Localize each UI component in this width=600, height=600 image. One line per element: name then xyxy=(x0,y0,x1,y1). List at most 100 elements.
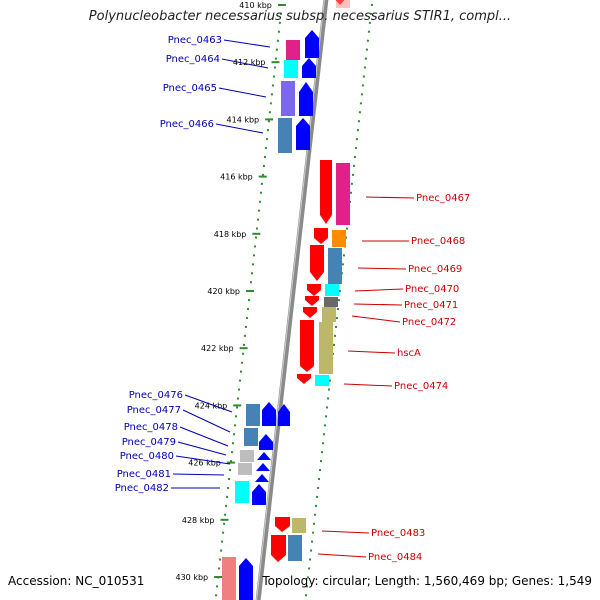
gene-arrow-pnec-0464 xyxy=(302,58,316,78)
clipped-top-features xyxy=(335,0,350,8)
gene-arrow-pnec-0476 xyxy=(262,402,276,426)
gene-arrow-pnec-0472-a xyxy=(303,307,317,318)
ruler-label: 416 kbp xyxy=(220,173,253,182)
gene-box-pnec-0463 xyxy=(286,40,300,60)
gene-label-pnec-0478[interactable]: Pnec_0478 xyxy=(124,422,178,433)
left-feature-block-b xyxy=(235,402,290,505)
page-title: Polynucleobacter necessarius subsp. nece… xyxy=(88,9,512,24)
gene-box-pnec-0481 xyxy=(235,481,249,503)
gene-label-pnec-0482[interactable]: Pnec_0482 xyxy=(115,483,169,494)
gene-arrow-pnec-0467-a xyxy=(320,160,332,224)
gene-label-pnec-0466[interactable]: Pnec_0466 xyxy=(160,119,214,130)
gene-callout-line xyxy=(223,39,271,48)
gene-box-pnec-0476 xyxy=(246,404,260,426)
gene-box-pnec-0467 xyxy=(336,163,350,225)
gene-label-pnec-0467[interactable]: Pnec_0467 xyxy=(416,193,470,204)
ruler-label: 428 kbp xyxy=(182,516,215,525)
gene-box-pnec-0474 xyxy=(315,375,329,386)
gene-box-pnec-0480 xyxy=(238,463,252,475)
gene-callout-line xyxy=(343,383,393,387)
gene-label-pnec-0465[interactable]: Pnec_0465 xyxy=(163,83,217,94)
genome-backbone-highlight xyxy=(256,0,325,600)
gene-box-pnec-0465 xyxy=(281,81,295,116)
gene-arrow-pnec-0466 xyxy=(296,118,310,150)
accession-text: Accession: NC_010531 xyxy=(8,574,145,588)
gene-arrow-pnec-0481 xyxy=(255,474,269,482)
gene-arrow-pnec-0463 xyxy=(305,30,319,58)
gene-box-pnec-0468 xyxy=(332,230,346,247)
gene-arrow-pnec-0471-a xyxy=(305,296,319,306)
gene-box-pnec-0483 xyxy=(292,518,306,533)
ruler-label: 414 kbp xyxy=(227,115,260,124)
gene-arrow-pnec-0468-a xyxy=(314,228,328,244)
gene-box-pnec-0469 xyxy=(328,248,342,284)
gene-arrow-pnec-0480 xyxy=(256,463,270,471)
gene-arrow-pnec-0482 xyxy=(252,484,266,505)
gene-arrow-pnec-0470-a xyxy=(307,284,321,296)
right-feature-block-b xyxy=(271,517,306,562)
ruler-label: 418 kbp xyxy=(214,230,247,239)
left-feature-block-a xyxy=(278,30,319,153)
gene-arrow-pnec-0483-a xyxy=(275,517,290,532)
gene-box-pnec-0479 xyxy=(240,450,254,462)
gene-callout-line xyxy=(179,426,229,447)
gene-arrow-pnec-0469-a xyxy=(310,245,324,281)
gene-callout-line xyxy=(357,267,407,270)
gene-callout-line xyxy=(347,350,396,354)
gene-label-pnec-0464[interactable]: Pnec_0464 xyxy=(166,54,220,65)
gene-box-hsca xyxy=(319,322,333,374)
ruler-label: 420 kbp xyxy=(207,287,240,296)
ruler-label: 412 kbp xyxy=(233,58,266,67)
gene-callout-line xyxy=(354,288,404,292)
gene-arrow-pnec-0478 xyxy=(259,434,273,450)
gene-arrow-pnec-0474-a xyxy=(297,374,311,384)
gene-label-pnec-0479[interactable]: Pnec_0479 xyxy=(122,437,176,448)
gene-label-pnec-0471[interactable]: Pnec_0471 xyxy=(404,300,458,311)
gene-box-clipped xyxy=(222,557,236,600)
gene-callout-line xyxy=(317,553,367,558)
label-layer: Pnec_0463 Pnec_0464 Pnec_0465 Pnec_0466 Pnec… xyxy=(115,35,471,563)
ruler-label: 426 kbp xyxy=(188,459,221,468)
gene-callout-line xyxy=(172,473,225,476)
gene-arrow-pnec-0479 xyxy=(257,452,271,460)
gene-label-pnec-0476[interactable]: Pnec_0476 xyxy=(129,390,183,401)
gene-box-pnec-0471 xyxy=(324,297,338,307)
gene-box-pnec-0470 xyxy=(325,284,339,296)
gene-label-pnec-0477[interactable]: Pnec_0477 xyxy=(127,405,181,416)
gene-callout-line xyxy=(321,530,370,534)
gene-callout-line xyxy=(221,58,269,69)
gene-label-hsca[interactable]: hscA xyxy=(397,348,421,359)
gene-box-pnec-0464 xyxy=(284,60,298,78)
gene-label-pnec-0481[interactable]: Pnec_0481 xyxy=(117,469,171,480)
gene-callout-line xyxy=(351,315,401,323)
gene-arrow-clipped xyxy=(239,558,253,600)
gene-label-pnec-0472[interactable]: Pnec_0472 xyxy=(402,317,456,328)
gene-label-pnec-0483[interactable]: Pnec_0483 xyxy=(371,528,425,539)
gene-label-pnec-0484[interactable]: Pnec_0484 xyxy=(368,552,422,563)
gene-callout-line xyxy=(353,303,403,306)
gene-label-pnec-0480[interactable]: Pnec_0480 xyxy=(120,451,174,462)
gene-label-pnec-0463[interactable]: Pnec_0463 xyxy=(168,35,222,46)
gene-box-pnec-0472 xyxy=(322,307,336,322)
gene-label-pnec-0468[interactable]: Pnec_0468 xyxy=(411,236,465,247)
left-track xyxy=(214,0,284,600)
gene-box-pnec-0484 xyxy=(288,535,302,561)
gene-arrow-pnec-0484-a xyxy=(271,535,286,562)
gene-callout-line xyxy=(218,87,267,98)
ruler-label: 424 kbp xyxy=(195,401,228,410)
gene-box-pnec-0466 xyxy=(278,118,292,153)
gene-label-pnec-0469[interactable]: Pnec_0469 xyxy=(408,264,462,275)
gene-callout-line xyxy=(215,123,264,134)
genome-backbone xyxy=(255,0,329,600)
gene-label-pnec-0474[interactable]: Pnec_0474 xyxy=(394,381,448,392)
ruler-label: 422 kbp xyxy=(201,344,234,353)
gene-callout-line xyxy=(175,455,231,465)
ruler: 410 kbp 412 kbp 414 kbp 416 kbp 418 kbp 420 k… xyxy=(176,1,286,582)
gene-label-pnec-0470[interactable]: Pnec_0470 xyxy=(405,284,459,295)
gene-arrow-hsca xyxy=(300,320,314,372)
right-feature-block-a xyxy=(297,160,350,386)
right-track xyxy=(304,0,374,600)
gene-callout-line xyxy=(365,196,415,199)
